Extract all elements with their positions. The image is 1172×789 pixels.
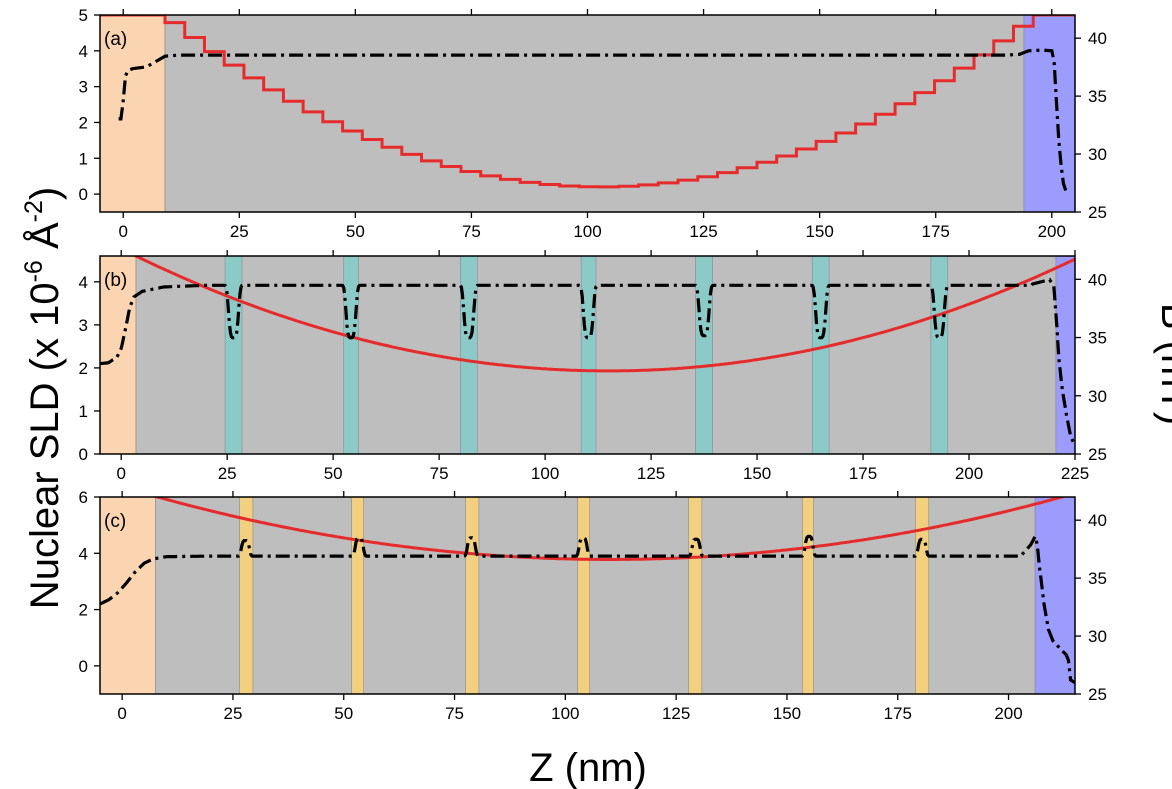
x-tick-label: 200: [1038, 222, 1066, 241]
spacer-layer: [688, 497, 703, 694]
x-tick-label: 0: [116, 464, 125, 483]
x-tick-label: 50: [334, 704, 353, 723]
panel-c: 0 25 50 75 100 125 150 175 200 0 2 4 6 25 30 35 40 (c): [79, 488, 1107, 723]
spacer-layer: [811, 256, 830, 454]
left-axis-title: Nuclear SLD (x 10-6 Å-2): [20, 187, 67, 609]
y2-tick-label: 30: [1088, 387, 1107, 406]
y2-tick-label: 30: [1088, 145, 1107, 164]
x-tick-label: 0: [117, 704, 126, 723]
x-tick-label: 75: [462, 222, 481, 241]
spacer-layer: [239, 497, 254, 694]
spacer-layer: [465, 497, 480, 694]
substrate-region: [100, 497, 156, 694]
spacer-layer: [351, 497, 364, 694]
cap-region: [1023, 15, 1075, 212]
y-tick-label: 2: [79, 601, 88, 620]
y2-tick-label: 35: [1088, 569, 1107, 588]
panel-frame: [99, 255, 1076, 455]
sld-profile: [118, 48, 1068, 191]
y-tick-label: 2: [79, 113, 88, 132]
x-tick-label: 75: [445, 704, 464, 723]
panel-b: 0 25 50 75 100 125 150 175 200 225 0 1 2 3 4 25 30 35 40 (b…: [79, 250, 1107, 483]
spacer-layer: [930, 256, 949, 454]
y2-tick-label: 30: [1088, 627, 1107, 646]
right-axis-title: B (mT): [1153, 303, 1172, 425]
y-tick-label: 1: [79, 149, 88, 168]
spacer-layer: [915, 497, 930, 694]
spacer-layer: [460, 256, 478, 454]
y-tick-label: 1: [79, 402, 88, 421]
x-tick-label: 125: [662, 704, 690, 723]
sld-profile: [100, 531, 1075, 685]
x-axis-title: Z (nm): [529, 746, 647, 789]
x-tick-label: 225: [1061, 464, 1089, 483]
x-tick-label: 175: [922, 222, 950, 241]
x-tick-label: 200: [994, 704, 1022, 723]
spacer-layer: [224, 256, 243, 454]
x-tick-label: 25: [218, 464, 237, 483]
y-tick-label: 0: [79, 657, 88, 676]
sld-profile: [100, 277, 1075, 447]
spacer-layer: [802, 497, 814, 694]
y-tick-label: 4: [79, 273, 88, 292]
x-tick-label: 175: [849, 464, 877, 483]
spacer-layer: [343, 256, 359, 454]
plot-area: [100, 15, 1075, 212]
spacer-layer: [695, 256, 713, 454]
y-tick-label: 3: [79, 316, 88, 335]
film-region: [155, 497, 1036, 694]
y2-tick-label: 40: [1088, 29, 1107, 48]
cap-region: [1055, 256, 1075, 454]
cap-region: [1034, 497, 1075, 694]
y-tick-label: 3: [79, 78, 88, 97]
y2-tick-label: 35: [1088, 87, 1107, 106]
x-tick-label: 100: [531, 464, 559, 483]
panel-a: 0 25 50 75 100 125 150 175 200 0 1 2 3 4 5 25 30 35 40 (a): [79, 6, 1107, 241]
y-tick-label: 4: [79, 42, 88, 61]
plot-area: [100, 497, 1075, 694]
y-tick-label: 5: [79, 6, 88, 25]
panel-label: (a): [104, 29, 127, 50]
spacer-layer: [577, 497, 591, 694]
panel-label: (c): [104, 511, 126, 532]
panel-label: (b): [104, 270, 127, 291]
x-tick-label: 150: [805, 222, 833, 241]
x-tick-label: 50: [324, 464, 343, 483]
x-tick-label: 125: [637, 464, 665, 483]
panel-frame: [99, 496, 1076, 695]
x-tick-label: 125: [689, 222, 717, 241]
x-tick-label: 25: [230, 222, 249, 241]
field-curve: [152, 497, 1068, 561]
x-tick-label: 75: [430, 464, 449, 483]
field-curve: [132, 256, 1075, 373]
field-curve: [100, 15, 1075, 189]
y2-tick-label: 40: [1088, 511, 1107, 530]
plot-area: [100, 256, 1075, 454]
x-tick-label: 100: [551, 704, 579, 723]
y2-tick-label: 25: [1088, 203, 1107, 222]
panels: 0 25 50 75 100 125 150 175 20001234525303540(a)0…: [79, 6, 1107, 723]
spacer-layer: [580, 256, 597, 454]
x-tick-label: 100: [573, 222, 601, 241]
y2-tick-label: 40: [1088, 270, 1107, 289]
x-tick-label: 150: [773, 704, 801, 723]
y2-tick-label: 35: [1088, 329, 1107, 348]
y2-tick-label: 25: [1088, 685, 1107, 704]
x-tick-label: 50: [346, 222, 365, 241]
y-tick-label: 0: [79, 185, 88, 204]
x-tick-label: 0: [118, 222, 127, 241]
x-tick-label: 150: [743, 464, 771, 483]
y-tick-label: 2: [79, 359, 88, 378]
x-tick-label: 25: [223, 704, 242, 723]
y-tick-label: 4: [79, 544, 88, 563]
y2-tick-label: 25: [1088, 445, 1107, 464]
x-tick-label: 175: [884, 704, 912, 723]
x-tick-label: 200: [955, 464, 983, 483]
y-tick-label: 6: [79, 488, 88, 507]
y-tick-label: 0: [79, 445, 88, 464]
